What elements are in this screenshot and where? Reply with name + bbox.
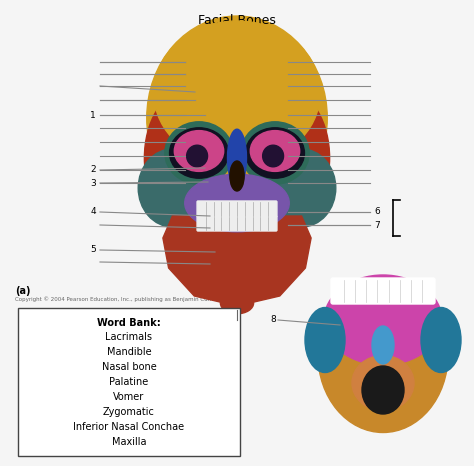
Text: Palatine: Palatine: [109, 377, 149, 387]
Ellipse shape: [165, 122, 233, 184]
Text: Inferior Nasal Conchae: Inferior Nasal Conchae: [73, 422, 184, 432]
Text: Copyright © 2004 Pearson Education, Inc., publishing as Benjamin Cummings: Copyright © 2004 Pearson Education, Inc.…: [15, 296, 230, 302]
Text: Facial Bones: Facial Bones: [198, 14, 276, 27]
Text: 4: 4: [91, 207, 96, 217]
Ellipse shape: [249, 92, 329, 224]
Polygon shape: [163, 216, 311, 306]
Text: Nasal bone: Nasal bone: [101, 362, 156, 372]
Text: Mandible: Mandible: [107, 347, 151, 357]
Ellipse shape: [363, 368, 403, 412]
Text: 7: 7: [374, 220, 380, 229]
Ellipse shape: [318, 277, 448, 432]
Text: 3: 3: [90, 178, 96, 187]
Ellipse shape: [147, 16, 327, 220]
Ellipse shape: [145, 92, 225, 224]
Text: Zygomatic: Zygomatic: [103, 407, 155, 417]
Ellipse shape: [250, 130, 300, 171]
Ellipse shape: [267, 149, 336, 227]
FancyBboxPatch shape: [197, 216, 277, 231]
Text: 5: 5: [90, 246, 96, 254]
Ellipse shape: [228, 129, 246, 187]
Ellipse shape: [263, 145, 283, 167]
Text: Vomer: Vomer: [113, 392, 145, 402]
Ellipse shape: [154, 21, 320, 165]
FancyBboxPatch shape: [197, 201, 277, 217]
Text: 1: 1: [90, 110, 96, 119]
Text: 6: 6: [374, 207, 380, 217]
Ellipse shape: [324, 275, 442, 365]
Ellipse shape: [170, 128, 228, 178]
Ellipse shape: [421, 308, 461, 372]
Bar: [18, 308, 240, 456]
Ellipse shape: [352, 356, 414, 411]
Ellipse shape: [138, 149, 207, 227]
Ellipse shape: [187, 145, 208, 167]
Text: Lacrimals: Lacrimals: [106, 332, 153, 342]
Ellipse shape: [220, 292, 254, 314]
Ellipse shape: [185, 174, 289, 232]
Text: Word Bank:: Word Bank:: [97, 318, 161, 328]
Ellipse shape: [230, 161, 244, 191]
Ellipse shape: [241, 122, 309, 184]
Text: 2: 2: [91, 165, 96, 174]
Ellipse shape: [174, 130, 224, 171]
Ellipse shape: [305, 308, 345, 372]
Ellipse shape: [362, 366, 404, 414]
Text: (a): (a): [15, 286, 30, 296]
Ellipse shape: [372, 326, 394, 364]
Text: 8: 8: [270, 315, 276, 324]
Text: Maxilla: Maxilla: [112, 437, 146, 447]
FancyBboxPatch shape: [331, 278, 435, 304]
Ellipse shape: [246, 128, 304, 178]
